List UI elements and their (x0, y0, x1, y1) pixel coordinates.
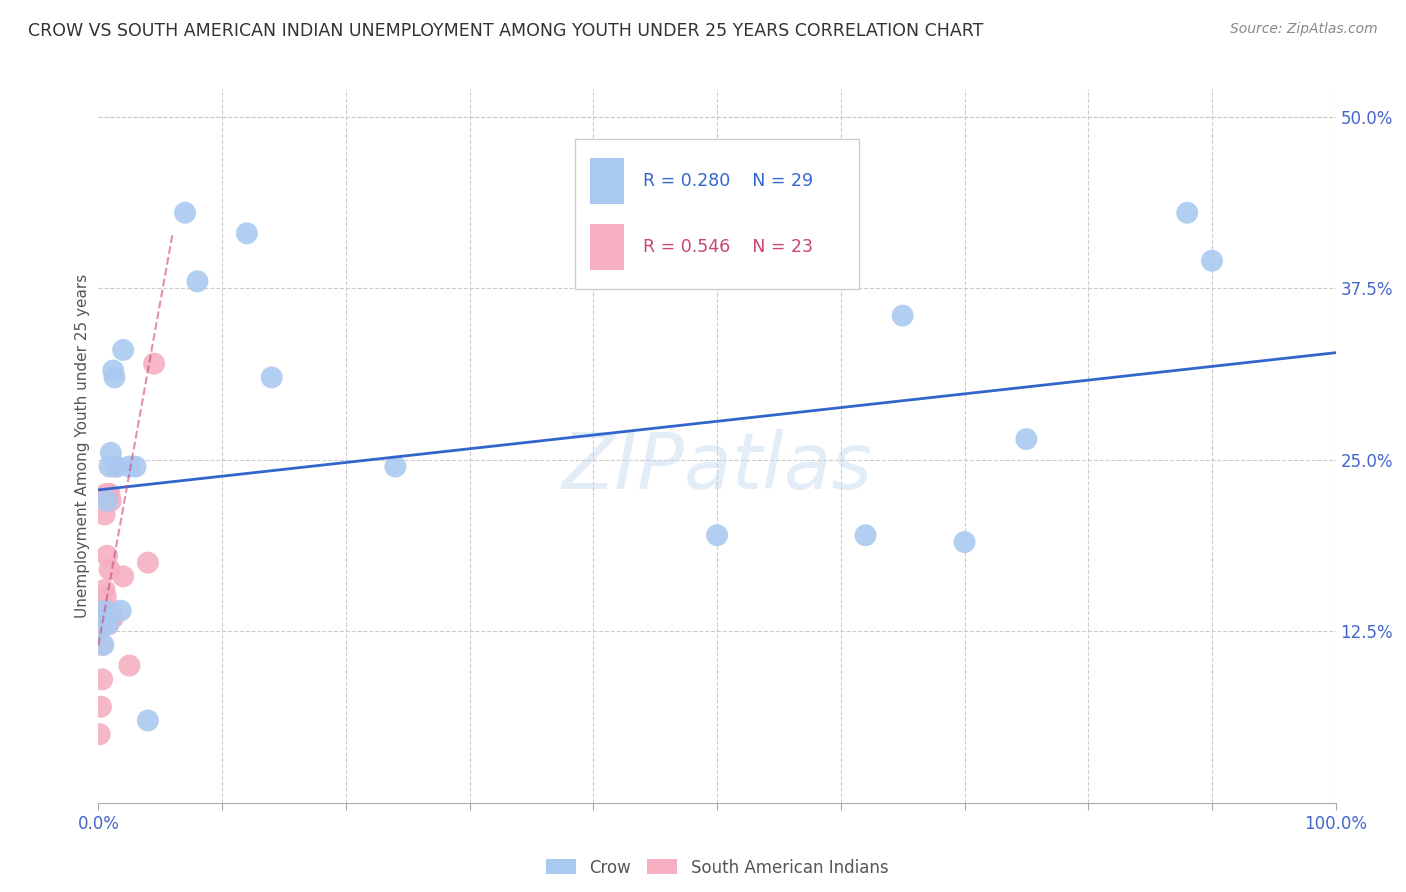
Point (136, 714, 159, 728)
Point (1015, 432, 1038, 446)
Point (93, 583, 115, 598)
Point (100, 494, 122, 508)
Point (706, 528, 728, 542)
Y-axis label: Unemployment Among Youth under 25 years: Unemployment Among Youth under 25 years (75, 274, 90, 618)
Text: R = 0.546    N = 23: R = 0.546 N = 23 (643, 238, 813, 256)
Text: Source: ZipAtlas.com: Source: ZipAtlas.com (1230, 22, 1378, 37)
Point (112, 569, 135, 583)
Point (110, 604, 132, 618)
Point (94, 590, 117, 604)
Point (118, 459, 141, 474)
Point (118, 658, 141, 673)
Point (124, 459, 146, 474)
Point (89, 727, 111, 741)
Point (105, 459, 128, 474)
Point (91, 617, 114, 632)
Point (98, 487, 121, 501)
Point (891, 309, 914, 323)
Point (97, 487, 120, 501)
Point (236, 227, 259, 241)
Point (101, 610, 124, 624)
Point (93, 604, 115, 618)
Point (1201, 253, 1223, 268)
Point (97, 617, 120, 632)
Point (97, 617, 120, 632)
Point (384, 459, 406, 474)
Point (100, 446, 122, 460)
Bar (589, 224, 624, 270)
Point (96, 494, 118, 508)
FancyBboxPatch shape (575, 139, 859, 289)
Point (953, 535, 976, 549)
Point (136, 556, 159, 570)
Point (93, 604, 115, 618)
Point (90, 610, 112, 624)
Point (93, 638, 115, 652)
Legend: Crow, South American Indians: Crow, South American Indians (546, 858, 889, 877)
Point (103, 610, 125, 624)
Point (1175, 205, 1198, 219)
Point (94, 487, 117, 501)
Point (103, 459, 125, 474)
Point (143, 357, 166, 371)
Point (91, 673, 114, 687)
Point (96, 549, 118, 563)
Point (93, 508, 115, 522)
Point (100, 604, 122, 618)
Point (855, 528, 877, 542)
Point (103, 370, 125, 384)
Text: ZIPatlas: ZIPatlas (561, 429, 873, 506)
Point (94, 610, 117, 624)
Point (260, 370, 283, 384)
Point (112, 343, 135, 357)
Text: CROW VS SOUTH AMERICAN INDIAN UNEMPLOYMENT AMONG YOUTH UNDER 25 YEARS CORRELATIO: CROW VS SOUTH AMERICAN INDIAN UNEMPLOYME… (28, 22, 983, 40)
Text: R = 0.280    N = 29: R = 0.280 N = 29 (643, 172, 813, 190)
Point (174, 205, 197, 219)
Point (98, 562, 121, 576)
Point (98, 459, 121, 474)
Point (91, 638, 114, 652)
Point (90, 699, 112, 714)
Bar (589, 158, 624, 204)
Point (186, 274, 208, 288)
Point (103, 363, 125, 377)
